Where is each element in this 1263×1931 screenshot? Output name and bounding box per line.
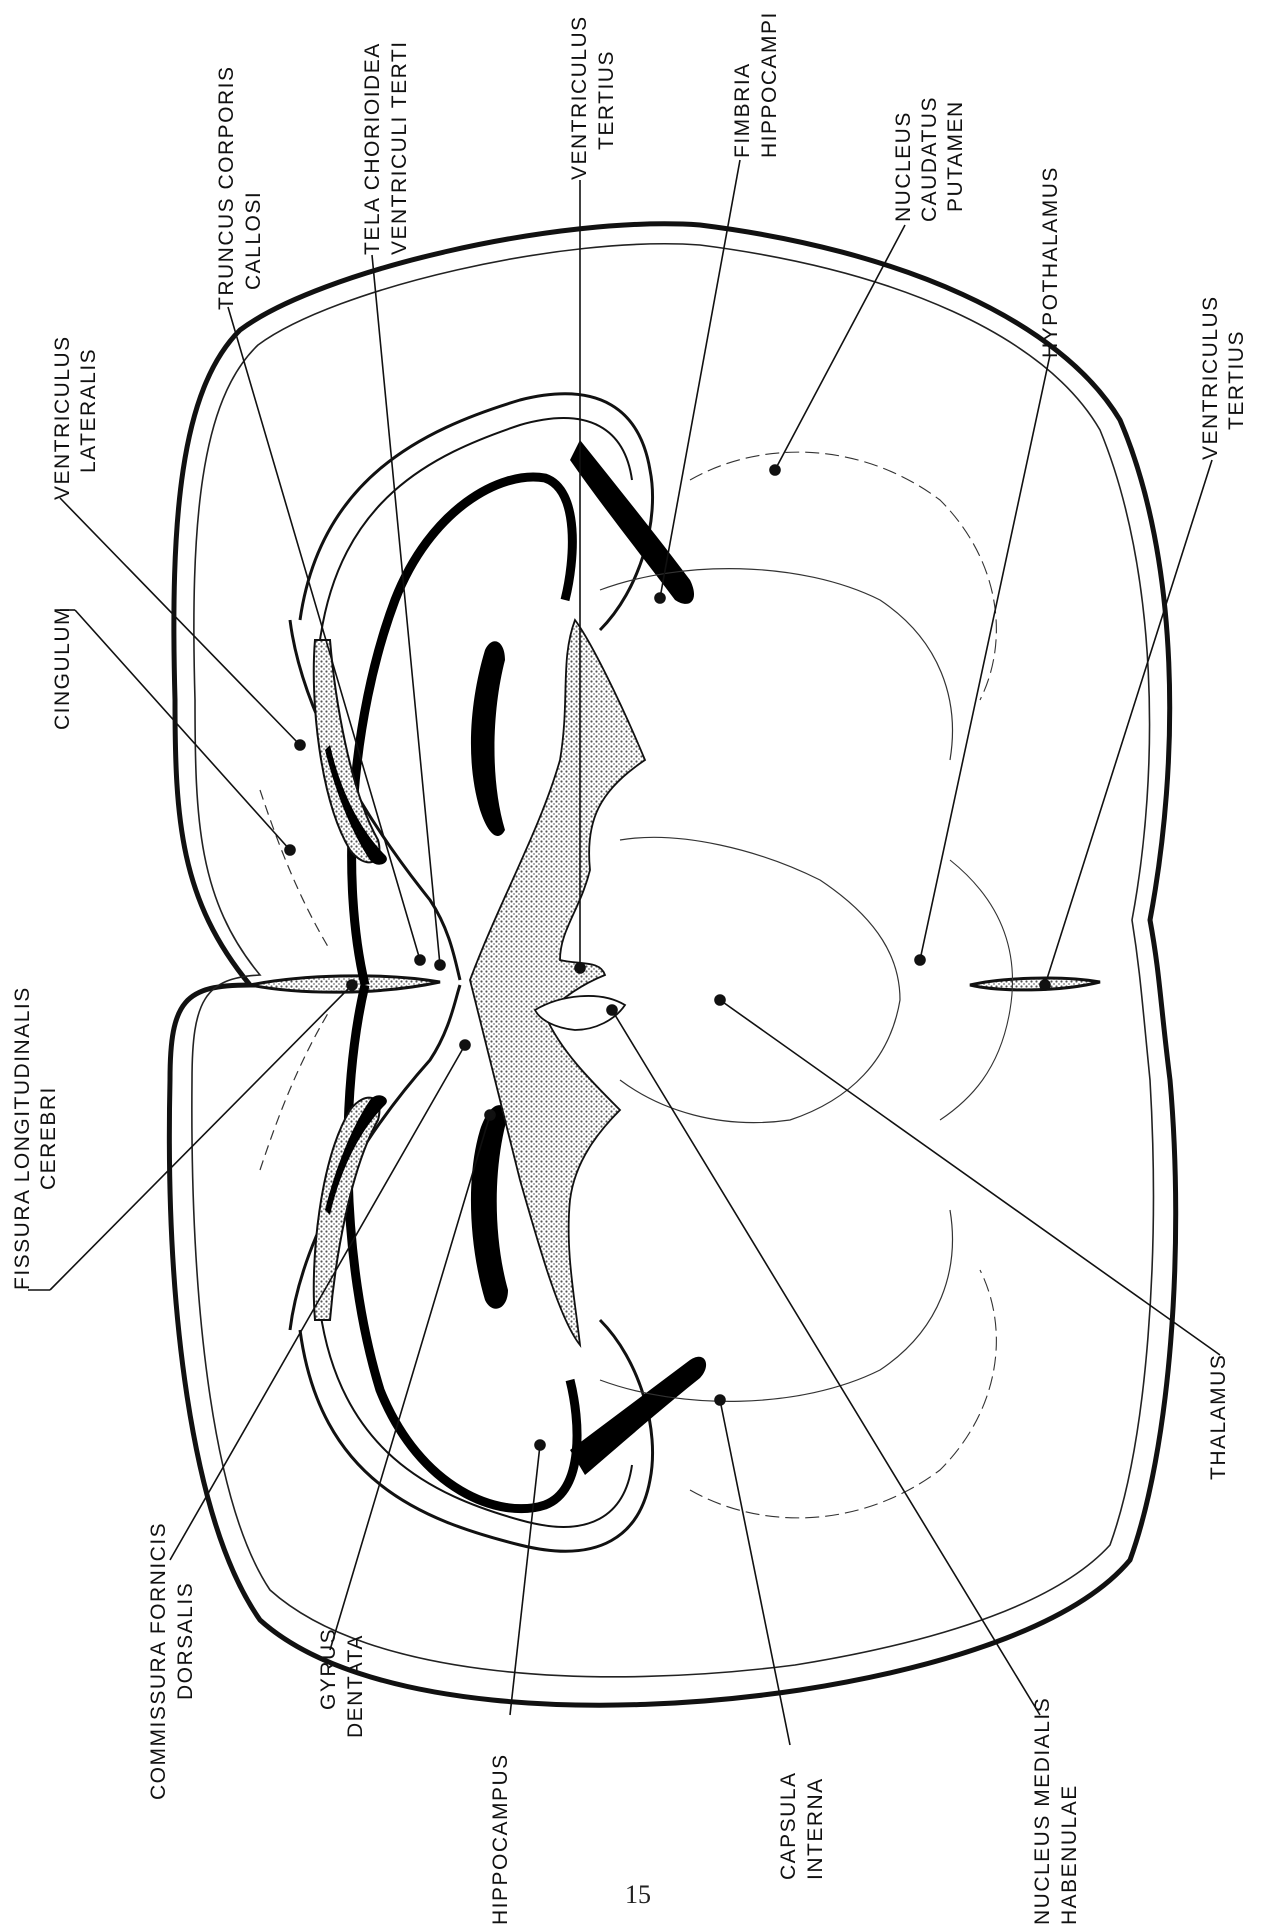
label-ventriculus-tertius-right-line2: TERTIUS — [1225, 330, 1248, 430]
capsula-outline-lower — [689, 1269, 997, 1519]
label-tela-line1: TELA CHORIOIDEA — [361, 42, 384, 255]
page-number: 15 — [625, 1880, 651, 1909]
label-thalamus: THALAMUS — [1207, 1353, 1230, 1480]
caudatus-outline-lower — [599, 1209, 953, 1402]
tela-chorioidea-region — [469, 618, 647, 1348]
label-ventriculus-lateralis-line1: VENTRICULUS — [51, 335, 74, 500]
ventriculus-lateralis-lower — [312, 1096, 381, 1321]
gyrus-dentata-upper — [470, 641, 505, 836]
caudatus-outline-upper — [599, 568, 953, 761]
label-ventriculus-lateralis-line2: LATERALIS — [77, 347, 100, 473]
label-fimbria-line1: FIMBRIA — [731, 62, 754, 158]
callosum-lower-arc — [288, 984, 462, 1331]
capsula-outline-upper — [689, 451, 997, 701]
fimbria-lower — [570, 1356, 707, 1475]
label-fimbria-line2: HIPPOCAMPI — [758, 11, 781, 158]
fissura-slit — [249, 974, 441, 994]
label-capsula-line1: CAPSULA — [777, 1771, 800, 1880]
label-truncus-line1: TRUNCUS CORPORIS — [215, 65, 238, 310]
cingulum-dashes-lower — [259, 1009, 331, 1171]
label-nucleus-caudatus-line2: CAUDATUS — [918, 96, 941, 222]
label-cingulum: CINGULUM — [51, 605, 74, 730]
cingulum-dashes-upper — [259, 789, 331, 951]
outer-brain-outline — [166, 221, 1179, 1708]
label-nucleus-caudatus-line1: NUCLEUS — [892, 111, 915, 222]
label-ventriculus-tertius-right-line1: VENTRICULUS — [1199, 295, 1222, 460]
label-nucleus-medialis-line1: NUCLEUS MEDIALIS — [1031, 1696, 1054, 1925]
callosum-upper-inner — [319, 417, 633, 641]
label-commissura-line1: COMMISSURA FORNICIS — [147, 1521, 170, 1800]
label-nucleus-caudatus-line3: PUTAMEN — [944, 100, 967, 212]
ventriculus-lateralis-lower-black — [325, 1095, 387, 1215]
label-capsula-line2: INTERNA — [804, 1777, 827, 1880]
fimbria-upper — [570, 440, 695, 604]
inner-cortex-outline — [191, 242, 1155, 1678]
thalamus-outline — [619, 836, 901, 1124]
label-hypothalamus: HYPOTHALAMUS — [1039, 166, 1062, 358]
callosum-lower-inner — [319, 1309, 633, 1528]
label-fissura-line2: CEREBRI — [37, 1086, 60, 1190]
label-hippocampus: HIPPOCAMPUS — [489, 1753, 512, 1925]
callosum-upper-outer — [298, 392, 654, 632]
ventriculus-tertius-right-slit — [969, 976, 1101, 992]
label-commissura-line2: DORSALIS — [174, 1581, 197, 1700]
ventriculus-lateralis-upper-black — [325, 745, 387, 865]
label-gyrus-line1: GYRUS — [317, 1627, 340, 1710]
hypothalamus-outline — [939, 859, 1013, 1121]
label-gyrus-line2: DENTATA — [344, 1634, 367, 1738]
label-ventriculus-tertius-top-line1: VENTRICULUS — [568, 15, 591, 180]
label-ventriculus-tertius-top-line2: TERTIUS — [595, 50, 618, 150]
label-tela-line2: VENTRICULI TERTI — [388, 40, 411, 255]
label-nucleus-medialis-line2: HABENULAE — [1058, 1784, 1081, 1925]
leader-lines — [28, 159, 1221, 1746]
label-fissura-line1: FISSURA LONGITUDINALIS — [11, 986, 34, 1290]
label-truncus-line2: CALLOSI — [242, 190, 265, 290]
gyrus-dentata-lower — [470, 1105, 508, 1309]
habenula-notch — [533, 995, 627, 1031]
callosum-upper-arc — [288, 619, 462, 981]
